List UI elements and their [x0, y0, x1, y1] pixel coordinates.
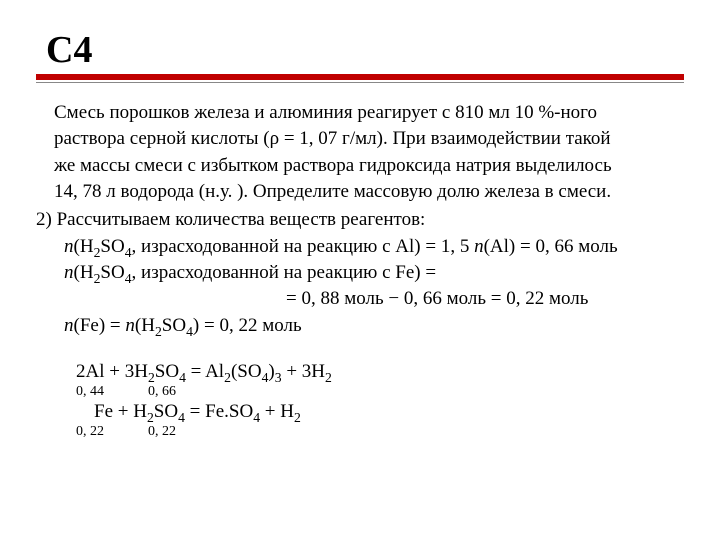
- sub3: 3: [275, 370, 282, 385]
- var-n: n: [64, 236, 74, 257]
- sub4: 4: [186, 323, 193, 338]
- sub4: 4: [178, 410, 185, 425]
- problem-line-2: раствора серной кислоты (ρ = 1, 07 г/мл)…: [54, 127, 684, 151]
- slide-title: С4: [46, 28, 684, 72]
- equation-1-coeffs: 0, 44 0, 66: [76, 383, 684, 401]
- t: SO: [100, 236, 124, 257]
- t: SO: [100, 262, 124, 283]
- equation-2: Fe + H2SO4 = Fe.SO4 + H2: [94, 400, 684, 424]
- t: + 3H: [282, 361, 325, 382]
- sub2: 2: [294, 410, 301, 425]
- var-n: n: [125, 315, 135, 336]
- t: (H: [135, 315, 155, 336]
- var-n: n: [64, 262, 74, 283]
- coeff-h2so4-2: 0, 22: [148, 423, 176, 441]
- t: (SO: [231, 361, 262, 382]
- t: 2Al + 3H: [76, 361, 148, 382]
- coeff-h2so4: 0, 66: [148, 383, 176, 401]
- t: , израсходованной на реакцию с Fe) =: [132, 262, 437, 283]
- equation-2-coeffs: 0, 22 0, 22: [76, 423, 684, 441]
- rule-thick: [36, 74, 684, 80]
- sub4: 4: [125, 271, 132, 286]
- problem-line-3: же массы смеси с избытком раствора гидро…: [54, 154, 684, 178]
- rule-thin: [36, 82, 684, 83]
- sub4: 4: [179, 370, 186, 385]
- t: = Fe.SO: [185, 401, 253, 422]
- t: (H: [74, 262, 94, 283]
- calc-line-4: n(Fe) = n(H2SO4) = 0, 22 моль: [64, 314, 684, 338]
- calc-line-2: n(H2SO4, израсходованной на реакцию с Fe…: [64, 261, 684, 285]
- t: , израсходованной на реакцию с Al) = 1, …: [132, 236, 475, 257]
- t: (Fe) =: [74, 315, 126, 336]
- step-label: 2) Рассчитываем количества веществ реаге…: [36, 208, 684, 232]
- t: (H: [74, 236, 94, 257]
- var-n: n: [474, 236, 484, 257]
- sub2: 2: [155, 323, 162, 338]
- sub2: 2: [224, 370, 231, 385]
- coeff-al: 0, 44: [76, 383, 104, 401]
- t: ) = 0, 22 моль: [193, 315, 302, 336]
- t: Fe + H: [94, 401, 147, 422]
- problem-line-1: Смесь порошков железа и алюминия реагиру…: [54, 101, 684, 125]
- t: (Al) = 0, 66 моль: [484, 236, 618, 257]
- sub4: 4: [253, 410, 260, 425]
- coeff-fe: 0, 22: [76, 423, 104, 441]
- title-block: С4: [36, 28, 684, 83]
- problem-line-4: 14, 78 л водорода (н.у. ). Определите ма…: [54, 180, 684, 204]
- content-body: Смесь порошков железа и алюминия реагиру…: [36, 101, 684, 441]
- t: SO: [154, 401, 178, 422]
- equation-1: 2Al + 3H2SO4 = Al2(SO4)3 + 3H2: [76, 360, 684, 384]
- calc-line-3: = 0, 88 моль − 0, 66 моль = 0, 22 моль: [286, 287, 684, 311]
- slide-root: С4 Смесь порошков железа и алюминия реаг…: [0, 0, 720, 461]
- var-n: n: [64, 315, 74, 336]
- equations-block: 2Al + 3H2SO4 = Al2(SO4)3 + 3H2 0, 440, 6…: [76, 360, 684, 441]
- t: SO: [162, 315, 186, 336]
- t: SO: [155, 361, 179, 382]
- t: + H: [260, 401, 294, 422]
- t: = Al: [186, 361, 224, 382]
- calc-line-1: n(H2SO4, израсходованной на реакцию с Al…: [64, 235, 684, 259]
- sub2: 2: [325, 370, 332, 385]
- sub4: 4: [125, 244, 132, 259]
